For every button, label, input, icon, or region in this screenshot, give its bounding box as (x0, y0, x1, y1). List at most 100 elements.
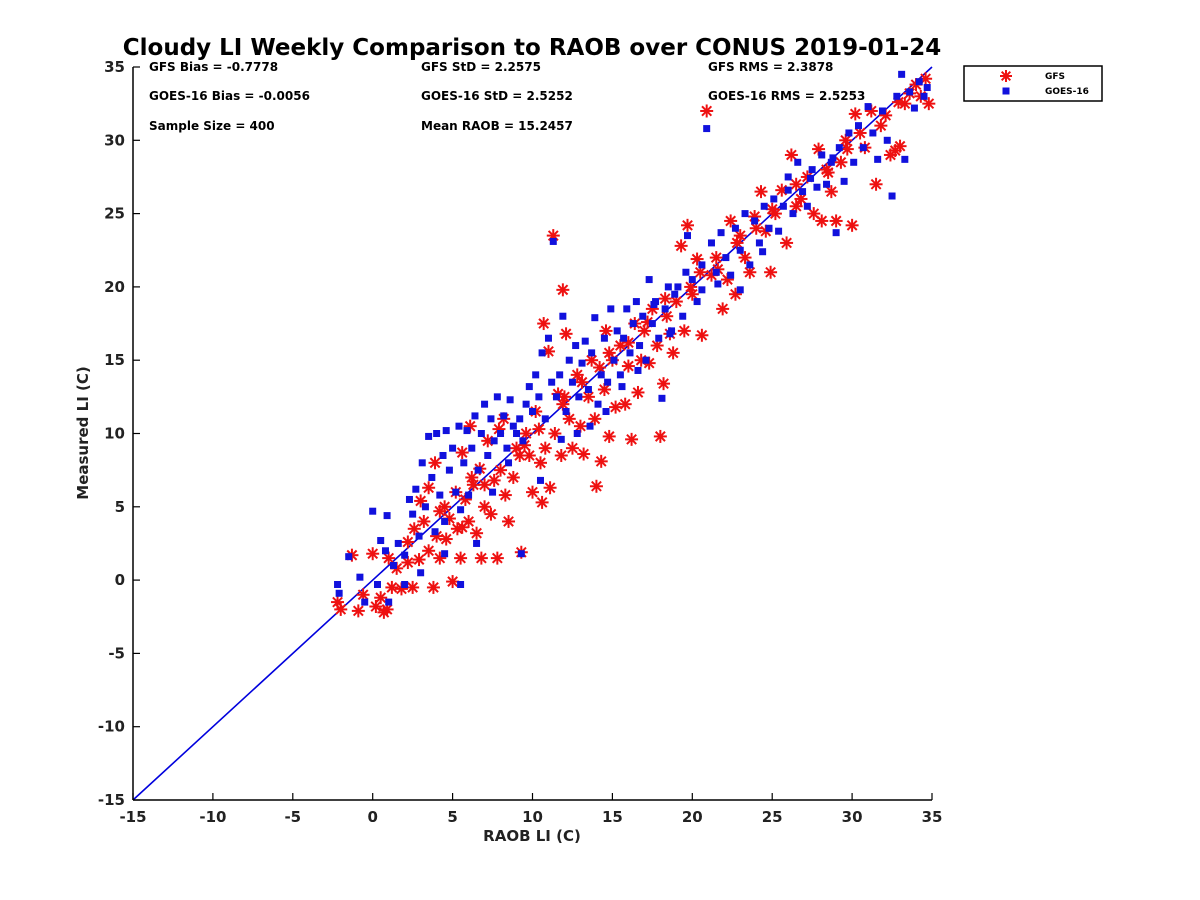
gfs-point (565, 441, 579, 455)
goes16-point (484, 451, 492, 459)
gfs-point (589, 479, 603, 493)
goes16-point (506, 396, 514, 404)
goes16-point (623, 305, 631, 313)
goes16-point (345, 553, 353, 561)
goes16-point (490, 437, 498, 445)
goes16-point (441, 517, 449, 525)
x-tick-label: -15 (119, 808, 146, 826)
goes16-point (383, 512, 391, 520)
goes16-point (588, 349, 596, 357)
goes16-point (594, 400, 602, 408)
goes16-point (334, 580, 342, 588)
x-tick-label: -10 (199, 808, 226, 826)
data-points (331, 70, 936, 619)
goes16-point (455, 422, 463, 430)
gfs-point (535, 495, 549, 509)
goes16-point (597, 371, 605, 379)
goes16-point (433, 430, 441, 437)
goes16-point (356, 573, 364, 581)
goes16-point (556, 371, 564, 379)
goes16-point (829, 154, 837, 162)
gfs-point (657, 377, 671, 391)
goes16-point (789, 210, 797, 218)
goes16-point (893, 92, 901, 100)
y-tick-label: -10 (98, 718, 125, 736)
goes16-point (864, 103, 872, 111)
gfs-point (700, 104, 714, 118)
stat-gfs-rms: GFS RMS = 2.3878 (708, 60, 833, 74)
goes16-point (639, 312, 647, 320)
series-gfs (331, 72, 936, 619)
goes16-point (854, 122, 862, 130)
goes16-point (717, 229, 725, 237)
goes16-point (915, 78, 923, 86)
gfs-point (570, 368, 584, 382)
gfs-point (709, 251, 723, 265)
goes16-point (741, 210, 749, 218)
x-tick-label: 5 (447, 808, 457, 826)
x-tick-label: 35 (922, 808, 943, 826)
goes16-point (818, 151, 826, 159)
goes16-point (381, 547, 389, 555)
gfs-point (407, 522, 421, 536)
goes16-point (910, 104, 918, 112)
goes16-point (827, 158, 835, 166)
gfs-point (594, 454, 608, 468)
y-tick-label: 0 (115, 571, 125, 589)
gfs-point (824, 185, 838, 199)
gfs-point (815, 214, 829, 228)
goes16-point (634, 366, 642, 374)
goes16-point (661, 305, 669, 313)
x-tick-label: 0 (367, 808, 377, 826)
goes16-point (698, 286, 706, 294)
goes16-point (549, 237, 557, 245)
gfs-point (743, 265, 757, 279)
goes16-point (808, 166, 816, 174)
gfs-point (474, 551, 488, 565)
goes16-point (607, 305, 615, 313)
gfs-point (559, 327, 573, 341)
series-goes16 (334, 70, 931, 606)
goes16-point (712, 268, 720, 276)
goes16-point (385, 598, 393, 606)
chart-title: Cloudy LI Weekly Comparison to RAOB over… (123, 35, 941, 61)
goes16-point (666, 330, 674, 338)
goes16-point (442, 427, 450, 435)
goes16-point (604, 378, 612, 386)
gfs-point (577, 447, 591, 461)
gfs-point (487, 473, 501, 487)
goes16-point (457, 580, 465, 588)
goes16-point (620, 334, 628, 342)
gfs-point (556, 283, 570, 297)
y-tick-label: -15 (98, 791, 125, 809)
goes16-point (736, 286, 744, 294)
gfs-point (484, 507, 498, 521)
gfs-point (351, 604, 365, 618)
goes16-point (369, 507, 377, 515)
legend-gfs-symbol (1000, 70, 1012, 82)
gfs-point (789, 177, 803, 191)
goes16-point (584, 386, 592, 394)
goes16-point (645, 276, 653, 284)
y-tick-label: 20 (104, 278, 125, 296)
goes16-point (779, 202, 787, 210)
goes16-point (538, 349, 546, 357)
gfs-point (538, 441, 552, 455)
goes16-point (832, 229, 840, 237)
gfs-point (658, 292, 672, 306)
gfs-point (609, 400, 623, 414)
goes16-point (835, 144, 843, 152)
goes16-point (616, 371, 624, 379)
goes16-point (823, 180, 831, 188)
y-tick-label: 15 (104, 351, 125, 369)
goes16-point (415, 532, 423, 540)
gfs-point (821, 166, 835, 180)
goes16-point (509, 422, 517, 430)
gfs-point (666, 346, 680, 360)
gfs-point (417, 514, 431, 528)
goes16-point (765, 224, 773, 232)
goes16-point (799, 188, 807, 196)
goes16-point (920, 92, 928, 100)
goes16-point (471, 412, 479, 420)
gfs-point (422, 481, 436, 495)
